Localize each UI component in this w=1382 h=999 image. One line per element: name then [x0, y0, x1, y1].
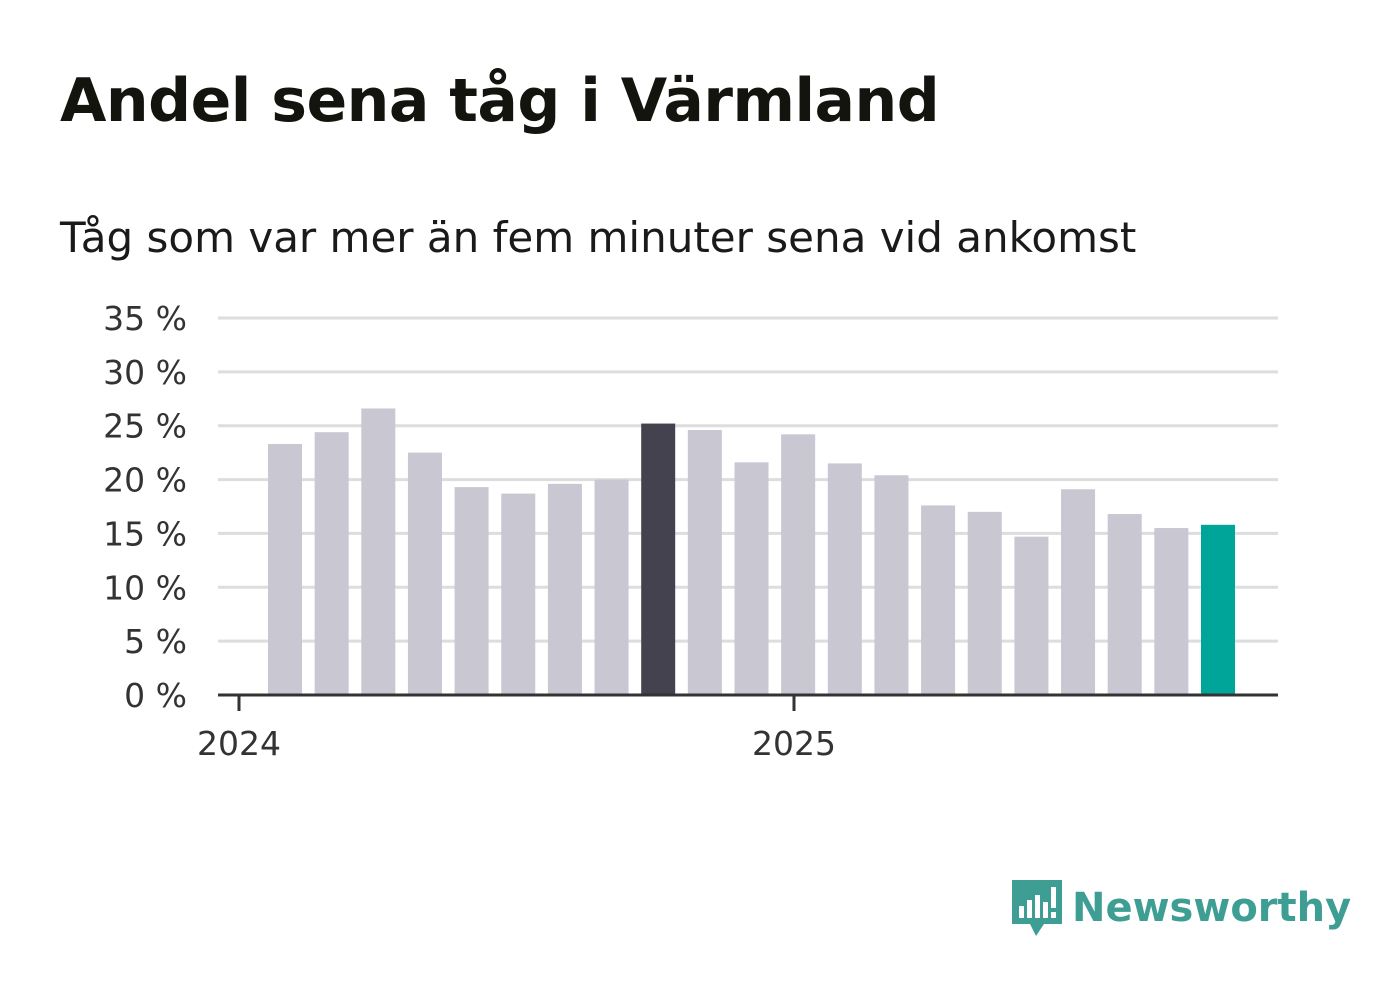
bar: [1061, 489, 1096, 695]
bar: [641, 423, 676, 695]
y-tick-label: 5 %: [124, 622, 187, 661]
bar: [781, 434, 816, 695]
y-tick-label: 30 %: [103, 353, 187, 392]
bar: [314, 432, 349, 695]
bar: [547, 483, 582, 695]
bar: [407, 452, 442, 695]
bar: [501, 493, 536, 695]
bar: [687, 430, 722, 695]
bar: [967, 511, 1002, 695]
y-tick-label: 10 %: [103, 568, 187, 607]
y-tick-label: 35 %: [103, 299, 187, 338]
bar-chart-speech-bubble-icon: [1012, 880, 1062, 936]
bar: [454, 487, 489, 695]
bar: [1107, 514, 1142, 695]
bar: [361, 408, 396, 695]
bar-chart: 0 % 5 % 10 % 15 % 20 % 25 % 30 % 35 % 2024 2025: [103, 299, 1278, 763]
y-tick-label: 20 %: [103, 461, 187, 500]
bar: [921, 505, 956, 695]
bar: [1201, 524, 1235, 695]
chart-subtitle: Tåg som var mer än fem minuter sena vid …: [60, 213, 1137, 262]
newsworthy-logo: Newsworthy: [1010, 878, 1351, 938]
logo-text: Newsworthy: [1072, 885, 1352, 931]
bar: [734, 462, 769, 695]
x-tick-label: 2025: [752, 724, 836, 763]
bar: [594, 479, 629, 695]
y-tick-label: 15 %: [103, 514, 187, 553]
bar: [874, 475, 909, 695]
bar: [1154, 528, 1189, 695]
y-tick-label: 25 %: [103, 407, 187, 446]
bar: [827, 463, 862, 695]
chart-title: Andel sena tåg i Värmland: [60, 66, 940, 136]
bar: [1014, 536, 1049, 695]
bar: [268, 444, 302, 695]
x-tick-label: 2024: [197, 724, 281, 763]
y-tick-label: 0 %: [124, 676, 187, 715]
